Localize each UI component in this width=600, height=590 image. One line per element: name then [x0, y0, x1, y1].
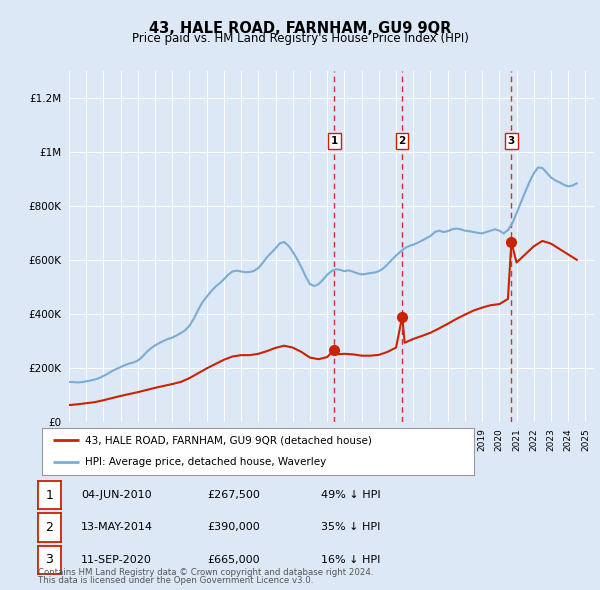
Text: 2: 2	[398, 136, 406, 146]
Text: £267,500: £267,500	[207, 490, 260, 500]
Text: 43, HALE ROAD, FARNHAM, GU9 9QR (detached house): 43, HALE ROAD, FARNHAM, GU9 9QR (detache…	[85, 435, 372, 445]
Text: 1: 1	[45, 489, 53, 502]
Text: £665,000: £665,000	[207, 555, 260, 565]
Text: 43, HALE ROAD, FARNHAM, GU9 9QR: 43, HALE ROAD, FARNHAM, GU9 9QR	[149, 21, 451, 35]
Text: 13-MAY-2014: 13-MAY-2014	[81, 523, 153, 532]
Text: 04-JUN-2010: 04-JUN-2010	[81, 490, 152, 500]
Text: 35% ↓ HPI: 35% ↓ HPI	[321, 523, 380, 532]
Text: 11-SEP-2020: 11-SEP-2020	[81, 555, 152, 565]
Text: 1: 1	[331, 136, 338, 146]
Text: HPI: Average price, detached house, Waverley: HPI: Average price, detached house, Wave…	[85, 457, 326, 467]
Text: £390,000: £390,000	[207, 523, 260, 532]
Text: 3: 3	[508, 136, 515, 146]
Text: Price paid vs. HM Land Registry's House Price Index (HPI): Price paid vs. HM Land Registry's House …	[131, 32, 469, 45]
Text: This data is licensed under the Open Government Licence v3.0.: This data is licensed under the Open Gov…	[38, 576, 313, 585]
Text: Contains HM Land Registry data © Crown copyright and database right 2024.: Contains HM Land Registry data © Crown c…	[38, 568, 373, 577]
Text: 2: 2	[45, 521, 53, 534]
Text: 3: 3	[45, 553, 53, 566]
Text: 49% ↓ HPI: 49% ↓ HPI	[321, 490, 380, 500]
Text: 16% ↓ HPI: 16% ↓ HPI	[321, 555, 380, 565]
